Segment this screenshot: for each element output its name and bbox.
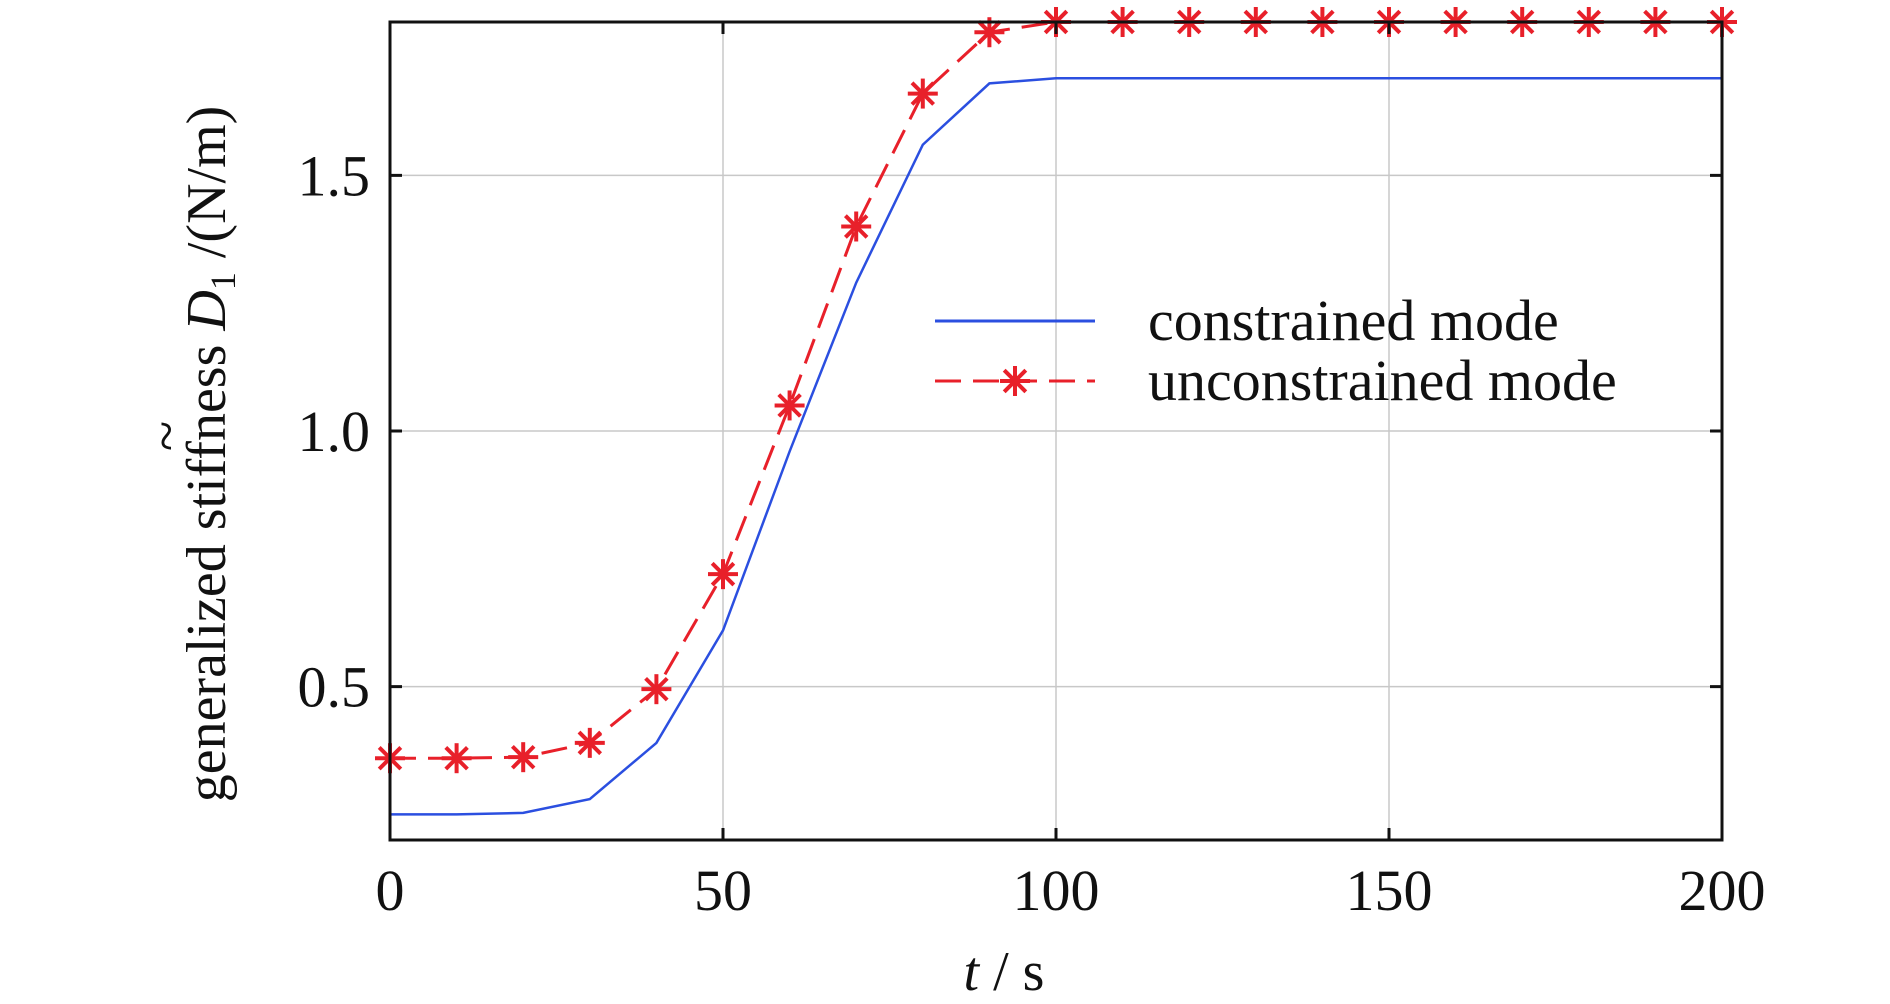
data-point-unconstrained-mode: [907, 78, 938, 109]
data-point-unconstrained-mode: [841, 211, 872, 242]
marker-stroke: [510, 744, 536, 770]
x-tick-label: 200: [1679, 858, 1766, 923]
x-tick-label: 50: [694, 858, 752, 923]
y-axis-suffix: /(N/m): [176, 106, 238, 272]
marker-stroke: [777, 393, 802, 418]
y-axis-variable: D: [176, 290, 238, 331]
y-axis-prefix: generalized stiffness: [176, 331, 238, 803]
legend: constrained mode unconstrained mode: [935, 288, 1617, 413]
axis-ticks: 0 50 100 150 200 0.5 1.0 1.5: [298, 22, 1766, 923]
marker-stroke: [644, 676, 669, 702]
x-tick-label: 0: [376, 858, 405, 923]
data-point-unconstrained-mode: [974, 17, 1005, 48]
y-axis-subscript: 1: [203, 272, 243, 290]
legend-asterisk: [1000, 366, 1030, 396]
data-point-unconstrained-mode: [508, 742, 539, 773]
marker-stroke: [1002, 368, 1028, 394]
x-axis-unit: s: [1023, 941, 1045, 1003]
marker-stroke: [977, 20, 1002, 45]
legend-marker-unconstrained: [1000, 366, 1030, 396]
x-axis-label: t / s: [964, 941, 1045, 1003]
data-point-unconstrained-mode: [641, 674, 672, 705]
legend-label-constrained: constrained mode: [1148, 288, 1559, 353]
data-point-unconstrained-mode: [574, 727, 605, 758]
marker-stroke: [710, 561, 736, 587]
y-axis-label: generalized stiffness D1 /(N/m): [176, 106, 243, 803]
series-line-constrained-mode: [390, 76, 1722, 816]
y-tick-label: 1.5: [298, 143, 371, 208]
marker-stroke: [444, 745, 469, 771]
y-axis-tilde: ~: [136, 421, 198, 451]
data-point-unconstrained-mode: [708, 559, 738, 590]
y-tick-label: 0.5: [298, 655, 371, 720]
legend-label-unconstrained: unconstrained mode: [1148, 348, 1617, 413]
data-point-unconstrained-mode: [441, 743, 472, 774]
x-tick-label: 100: [1013, 858, 1100, 923]
data-point-unconstrained-mode: [774, 390, 805, 421]
x-tick-label: 150: [1346, 858, 1433, 923]
grid-lines: [390, 22, 1722, 840]
marker-stroke: [910, 81, 936, 106]
marker-stroke: [843, 214, 869, 239]
x-axis-separator: /: [979, 941, 1023, 1003]
x-axis-variable: t: [964, 941, 981, 1003]
marker-stroke: [577, 730, 603, 756]
y-tick-label: 1.0: [298, 399, 371, 464]
